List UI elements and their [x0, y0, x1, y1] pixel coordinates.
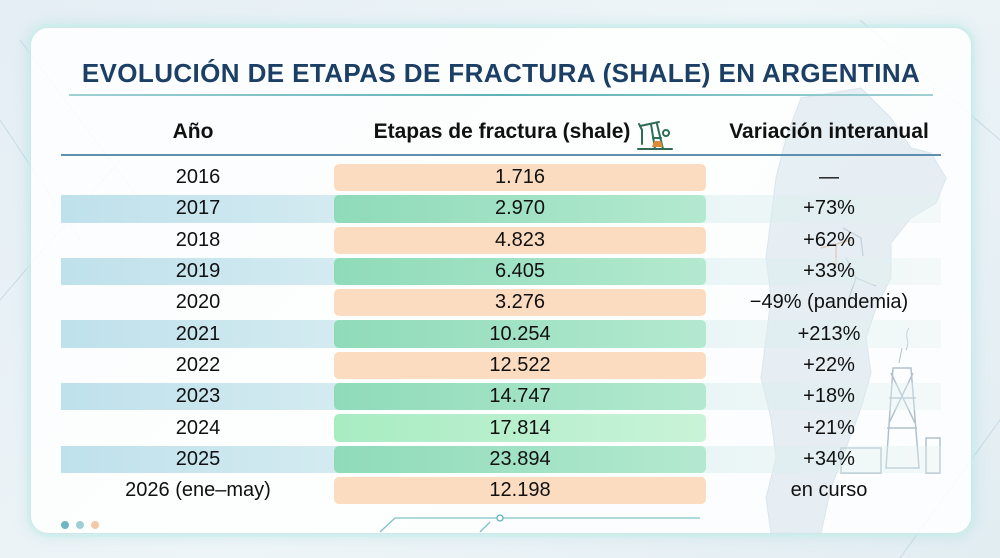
page-title: EVOLUCIÓN DE ETAPAS DE FRACTURA (SHALE) …	[81, 58, 921, 88]
decorative-dot	[76, 521, 84, 529]
table-row: 2017 2.970 +73%	[61, 193, 941, 224]
table-card: EVOLUCIÓN DE ETAPAS DE FRACTURA (SHALE) …	[30, 27, 972, 534]
table-row: 2016 1.716 —	[61, 162, 941, 193]
variation-cell: +213%	[797, 322, 861, 345]
variation-cell: +21%	[803, 416, 855, 439]
stages-cell: 4.823	[334, 226, 706, 254]
variation-cell: −49% (pandemia)	[749, 291, 909, 314]
stages-cell: 14.747	[334, 383, 706, 411]
column-header-variation: Variación interanual	[729, 120, 929, 143]
variation-cell: —	[819, 166, 839, 189]
year-cell: 2023	[175, 385, 221, 408]
variation-cell: +18%	[803, 385, 855, 408]
title-divider	[69, 94, 933, 96]
stages-cell: 1.716	[334, 164, 706, 192]
table-row: 2024 17.814 +21%	[61, 412, 941, 443]
variation-cell: +73%	[803, 197, 855, 220]
year-cell: 2025	[175, 447, 221, 470]
year-cell: 2022	[175, 353, 221, 376]
decorative-dot	[91, 521, 99, 529]
year-cell: 2024	[175, 416, 221, 439]
decorative-dot	[61, 521, 69, 529]
year-cell: 2021	[175, 322, 221, 345]
oil-pump-icon	[637, 121, 673, 150]
stages-cell: 3.276	[334, 289, 706, 317]
header-divider	[61, 154, 941, 156]
stages-cell: 23.894	[334, 445, 706, 473]
variation-cell: +62%	[803, 228, 855, 251]
year-cell: 2018	[175, 228, 221, 251]
table-body: 2016 1.716 — 2017 2.970 +73% 2018 4.823 …	[61, 162, 941, 506]
variation-cell: +33%	[803, 260, 855, 283]
column-header-year: Año	[172, 120, 214, 143]
stages-cell: 2.970	[334, 195, 706, 223]
year-cell: 2026 (ene–may)	[125, 479, 271, 502]
stages-cell: 6.405	[334, 257, 706, 286]
table-row: 2019 6.405 +33%	[61, 256, 941, 287]
year-cell: 2019	[175, 260, 221, 283]
table-row: 2022 12.522 +22%	[61, 350, 941, 381]
table-row: 2023 14.747 +18%	[61, 381, 941, 412]
stages-cell: 12.522	[334, 351, 706, 380]
stages-cell: 12.198	[334, 476, 706, 505]
table-header: Año Etapas de fractura (shale) Variación…	[61, 120, 941, 154]
table-row: 2021 10.254 +213%	[61, 318, 941, 349]
stages-cell: 10.254	[334, 320, 706, 348]
year-cell: 2020	[175, 291, 221, 314]
table-row: 2020 3.276 −49% (pandemia)	[61, 287, 941, 318]
year-cell: 2016	[175, 166, 221, 189]
stages-cell: 17.814	[334, 414, 706, 442]
variation-cell: en curso	[790, 479, 868, 502]
table-row: 2026 (ene–may) 12.198 en curso	[61, 475, 941, 506]
column-header-stages: Etapas de fractura (shale)	[373, 120, 631, 143]
table-row: 2025 23.894 +34%	[61, 444, 941, 475]
table-row: 2018 4.823 +62%	[61, 225, 941, 256]
variation-cell: +22%	[803, 353, 855, 376]
variation-cell: +34%	[803, 447, 855, 470]
year-cell: 2017	[175, 197, 221, 220]
